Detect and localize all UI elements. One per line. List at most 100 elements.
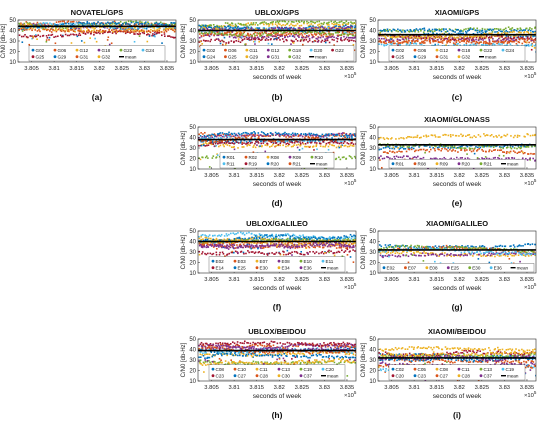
data-point bbox=[279, 35, 282, 38]
data-point bbox=[509, 28, 511, 30]
data-point bbox=[342, 137, 344, 140]
data-point bbox=[201, 26, 203, 28]
x-tick-label: 3.825 bbox=[295, 66, 310, 72]
data-point bbox=[42, 34, 45, 37]
data-point bbox=[234, 134, 237, 137]
data-point bbox=[437, 136, 440, 138]
data-point bbox=[413, 30, 415, 32]
data-point bbox=[390, 30, 393, 32]
data-point bbox=[198, 136, 200, 139]
data-point bbox=[466, 145, 469, 148]
data-point bbox=[125, 26, 127, 29]
data-point bbox=[304, 31, 307, 33]
data-point bbox=[395, 138, 397, 140]
data-point bbox=[95, 29, 98, 32]
data-point bbox=[503, 134, 506, 137]
data-point bbox=[283, 234, 286, 237]
data-point bbox=[505, 29, 508, 32]
data-point bbox=[308, 28, 311, 30]
data-point bbox=[412, 136, 415, 139]
data-point bbox=[124, 31, 127, 33]
data-point bbox=[455, 29, 458, 31]
data-point bbox=[27, 23, 29, 26]
data-point bbox=[410, 30, 412, 32]
data-point bbox=[446, 38, 449, 40]
data-point bbox=[498, 146, 501, 148]
data-point bbox=[266, 133, 269, 135]
data-point bbox=[445, 44, 447, 46]
data-point bbox=[343, 25, 345, 27]
data-point bbox=[159, 27, 161, 30]
data-point bbox=[487, 43, 490, 45]
data-point bbox=[315, 145, 318, 148]
data-point bbox=[280, 27, 283, 29]
data-point bbox=[239, 23, 241, 25]
data-point bbox=[275, 33, 278, 35]
data-point bbox=[345, 247, 347, 250]
data-point bbox=[388, 39, 391, 41]
data-point bbox=[352, 145, 355, 147]
data-point bbox=[149, 24, 151, 27]
data-point bbox=[466, 157, 469, 159]
data-point bbox=[100, 22, 103, 24]
data-point bbox=[313, 31, 316, 33]
data-point bbox=[405, 38, 408, 41]
data-point bbox=[421, 41, 424, 44]
data-point bbox=[320, 32, 323, 35]
data-point bbox=[205, 155, 208, 158]
data-point bbox=[345, 20, 348, 23]
data-point bbox=[20, 28, 22, 30]
data-point bbox=[395, 43, 398, 45]
x-tick-label: 3.82 bbox=[454, 173, 465, 179]
data-point bbox=[323, 21, 325, 24]
data-point bbox=[313, 149, 315, 151]
data-point bbox=[284, 27, 287, 30]
data-point bbox=[158, 22, 161, 25]
data-point bbox=[234, 23, 237, 26]
data-point bbox=[485, 145, 487, 148]
data-point bbox=[420, 158, 423, 160]
data-point bbox=[26, 28, 28, 31]
data-point bbox=[227, 25, 230, 27]
data-point bbox=[109, 26, 112, 29]
data-point bbox=[496, 42, 498, 45]
data-point bbox=[300, 244, 303, 247]
plot-area bbox=[198, 231, 356, 264]
data-point bbox=[472, 36, 474, 38]
data-point bbox=[521, 151, 524, 153]
data-point bbox=[415, 28, 418, 30]
data-point bbox=[27, 26, 29, 29]
data-point bbox=[449, 134, 452, 136]
data-point bbox=[353, 37, 356, 39]
data-point bbox=[242, 239, 244, 242]
data-point bbox=[348, 136, 351, 139]
data-point bbox=[211, 28, 214, 31]
data-point bbox=[92, 27, 95, 29]
data-point bbox=[308, 30, 311, 33]
data-point bbox=[113, 27, 116, 30]
data-point bbox=[304, 36, 307, 39]
data-point bbox=[48, 39, 50, 41]
data-point bbox=[464, 149, 466, 152]
data-point bbox=[250, 133, 253, 135]
data-point bbox=[474, 147, 476, 150]
data-point bbox=[352, 30, 354, 33]
data-point bbox=[295, 134, 297, 137]
data-point bbox=[353, 49, 356, 52]
legend-marker bbox=[31, 55, 35, 59]
data-point bbox=[414, 30, 416, 33]
data-point bbox=[468, 44, 471, 47]
data-point bbox=[63, 20, 65, 23]
data-point bbox=[475, 29, 478, 32]
data-point bbox=[433, 157, 436, 160]
data-point bbox=[438, 29, 441, 32]
data-point bbox=[490, 37, 492, 39]
data-point bbox=[497, 40, 500, 43]
data-point bbox=[293, 135, 295, 137]
data-point bbox=[524, 44, 526, 47]
data-point bbox=[348, 155, 351, 157]
data-point bbox=[299, 33, 301, 36]
data-point bbox=[345, 36, 348, 39]
